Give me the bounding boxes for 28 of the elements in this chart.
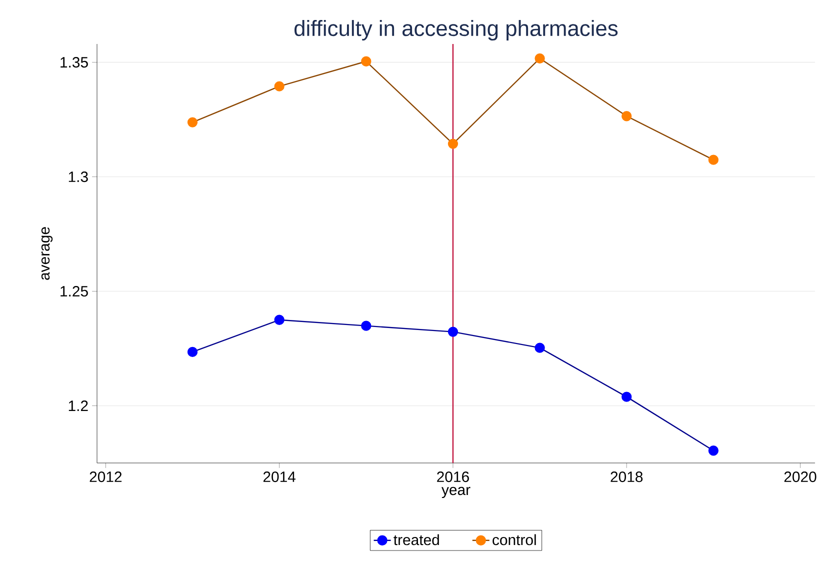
y-tick-label: 1.35 (60, 57, 88, 68)
point (187, 117, 198, 128)
y-tick-label: 1.3 (68, 171, 88, 182)
legend-label: treated (394, 534, 439, 546)
x-tick-label: 2012 (90, 471, 122, 482)
point (708, 446, 719, 456)
x-axis-title: year (442, 486, 470, 498)
point (534, 53, 545, 64)
legend-label: control (492, 534, 536, 546)
point (274, 81, 284, 92)
x-tick-label: 2014 (263, 471, 296, 482)
x-tick-label: 2016 (437, 471, 469, 482)
point (187, 346, 198, 358)
point (622, 111, 632, 122)
chart-title: difficulty in accessing pharmacies (294, 20, 618, 40)
x-tick-label: 2020 (784, 471, 816, 482)
y-tick-label: 1.25 (60, 286, 88, 297)
y-tick-label: 1.2 (68, 400, 88, 411)
point (708, 154, 719, 165)
point (448, 326, 458, 337)
point (534, 342, 545, 353)
point (361, 56, 372, 66)
x-tick-label: 2018 (610, 471, 643, 482)
y-axis-title: average (41, 227, 53, 280)
point (622, 392, 632, 402)
point (448, 138, 458, 149)
point (361, 320, 372, 331)
point (274, 314, 284, 325)
